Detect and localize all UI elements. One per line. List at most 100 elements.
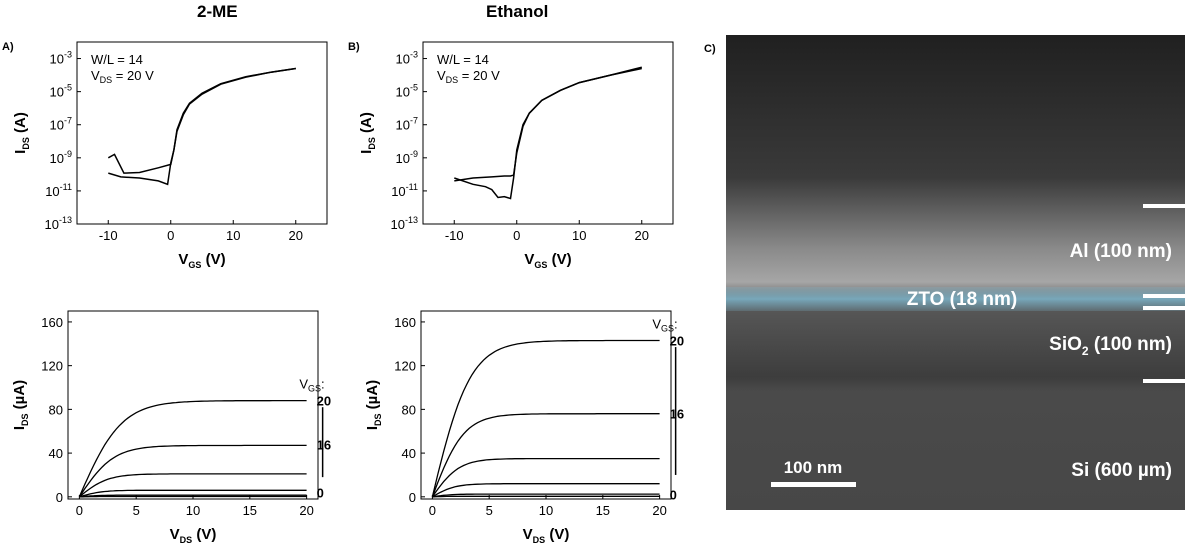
x-tick-label: 15 — [596, 503, 610, 518]
y-tick-label: 10-7 — [396, 116, 418, 133]
y-tick-label: 0 — [56, 490, 63, 505]
y-tick-label: 10-5 — [396, 83, 418, 100]
curve-label-16: 16 — [670, 407, 684, 422]
x-tick-label: 0 — [76, 503, 83, 518]
x-axis-label: VDS (V) — [523, 526, 570, 545]
y-tick-label: 10-7 — [50, 116, 72, 133]
x-tick-label: 20 — [652, 503, 666, 518]
annotation-wl: W/L = 14 — [91, 52, 143, 67]
panel-label-a: A) — [2, 41, 14, 53]
panel-label-b: B) — [348, 41, 360, 53]
x-tick-label: 0 — [167, 228, 174, 243]
layer-marker-zto-top — [1143, 294, 1185, 298]
sem-micrograph: Al (100 nm) ZTO (18 nm) SiO2 (100 nm) Si… — [726, 35, 1185, 510]
y-tick-label: 10-5 — [50, 83, 72, 100]
y-tick-label: 10-9 — [50, 149, 72, 166]
layer-label-zto: ZTO (18 nm) — [907, 289, 1018, 310]
curve-label-0: 0 — [317, 485, 324, 500]
y-tick-label: 120 — [41, 359, 63, 374]
x-tick-label: 20 — [289, 228, 303, 243]
layer-marker-sio2-bottom — [1143, 379, 1185, 383]
output-curve-vgs-20 — [78, 399, 307, 498]
x-axis-label: VDS (V) — [170, 526, 217, 545]
y-tick-label: 0 — [409, 490, 416, 505]
y-tick-label: 160 — [394, 315, 416, 330]
transfer-curve-ethanol: -10 0 10 20 10-3 10-5 10-7 10-9 10-11 10-13 VGS (V… — [358, 41, 674, 270]
x-axis-label: VGS (V) — [524, 251, 571, 270]
plot-frame — [422, 41, 674, 225]
transfer-curve-2me: -10 0 10 20 10-3 10-5 10-7 10-9 10-11 10-13 VGS (V… — [12, 41, 328, 270]
annotation-vds: VDS = 20 V — [91, 68, 154, 85]
transfer-sweep-1 — [454, 67, 642, 200]
scale-bar-label: 100 nm — [784, 458, 843, 477]
y-tick-label: 10-9 — [396, 149, 418, 166]
layer-marker-al-top — [1143, 204, 1185, 208]
zto-layer-highlight — [726, 287, 1185, 311]
x-tick-label: 10 — [539, 503, 553, 518]
x-axis-label: VGS (V) — [178, 251, 225, 270]
sem-image-background — [726, 35, 1185, 510]
curve-label-20: 20 — [317, 394, 331, 409]
x-tick-label: 15 — [243, 503, 257, 518]
y-tick-label: 40 — [402, 446, 416, 461]
column-title-ethanol: Ethanol — [486, 2, 549, 21]
transfer-sweep-2 — [454, 66, 642, 182]
layer-label-al: Al (100 nm) — [1070, 241, 1172, 262]
vgs-legend-label: VGS: — [652, 317, 677, 334]
vgs-legend-label: VGS: — [299, 377, 324, 394]
x-tick-label: 0 — [429, 503, 436, 518]
x-tick-label: 20 — [635, 228, 649, 243]
transfer-sweep-2 — [108, 67, 296, 186]
y-axis-label: IDS (µA) — [364, 380, 383, 430]
x-tick-label: 5 — [486, 503, 493, 518]
y-tick-label: 80 — [49, 402, 63, 417]
panel-label-c: C) — [704, 43, 716, 55]
output-curve-vgs-12 — [431, 457, 660, 498]
annotation-vds: VDS = 20 V — [437, 68, 500, 85]
y-tick-label: 160 — [41, 315, 63, 330]
output-curve-vgs-12 — [78, 473, 307, 498]
y-tick-label: 120 — [394, 359, 416, 374]
y-tick-label: 10-13 — [45, 215, 72, 232]
y-axis-label: IDS (A) — [12, 112, 31, 154]
y-tick-label: 10-11 — [391, 182, 418, 199]
x-tick-label: 10 — [186, 503, 200, 518]
plot-frame — [67, 310, 319, 500]
y-tick-label: 10-3 — [396, 50, 418, 67]
annotation-wl: W/L = 14 — [437, 52, 489, 67]
output-curve-vgs-16 — [431, 413, 660, 498]
output-curve-vgs-16 — [78, 444, 307, 498]
curve-label-0: 0 — [670, 488, 677, 503]
curve-label-20: 20 — [670, 334, 684, 349]
scale-bar — [771, 482, 856, 487]
y-tick-label: 10-13 — [391, 215, 418, 232]
x-tick-label: 10 — [572, 228, 586, 243]
x-tick-label: 10 — [226, 228, 240, 243]
layer-label-sio2: SiO2 (100 nm) — [1049, 334, 1172, 358]
column-title-2me: 2-ME — [197, 2, 238, 21]
y-axis-label: IDS (µA) — [11, 380, 30, 430]
y-axis-label: IDS (A) — [358, 112, 377, 154]
y-tick-label: 80 — [402, 402, 416, 417]
layer-label-si: Si (600 µm) — [1071, 460, 1172, 481]
y-tick-label: 10-11 — [45, 182, 72, 199]
plot-frame — [76, 41, 328, 225]
transfer-sweep-1 — [107, 67, 296, 174]
x-tick-label: -10 — [445, 228, 464, 243]
x-tick-label: 20 — [299, 503, 313, 518]
y-tick-label: 40 — [49, 446, 63, 461]
x-tick-label: -10 — [99, 228, 118, 243]
x-tick-label: 5 — [133, 503, 140, 518]
x-tick-label: 0 — [513, 228, 520, 243]
output-curve-vgs-0 — [432, 495, 660, 498]
y-tick-label: 10-3 — [50, 50, 72, 67]
layer-marker-zto-bottom — [1143, 306, 1185, 310]
output-curve-vgs-4 — [432, 493, 660, 498]
output-curve-vgs-8 — [432, 483, 660, 498]
output-curve-vgs-8 — [79, 489, 307, 498]
output-curve-vgs-20 — [431, 339, 660, 497]
curve-label-16: 16 — [317, 437, 331, 452]
